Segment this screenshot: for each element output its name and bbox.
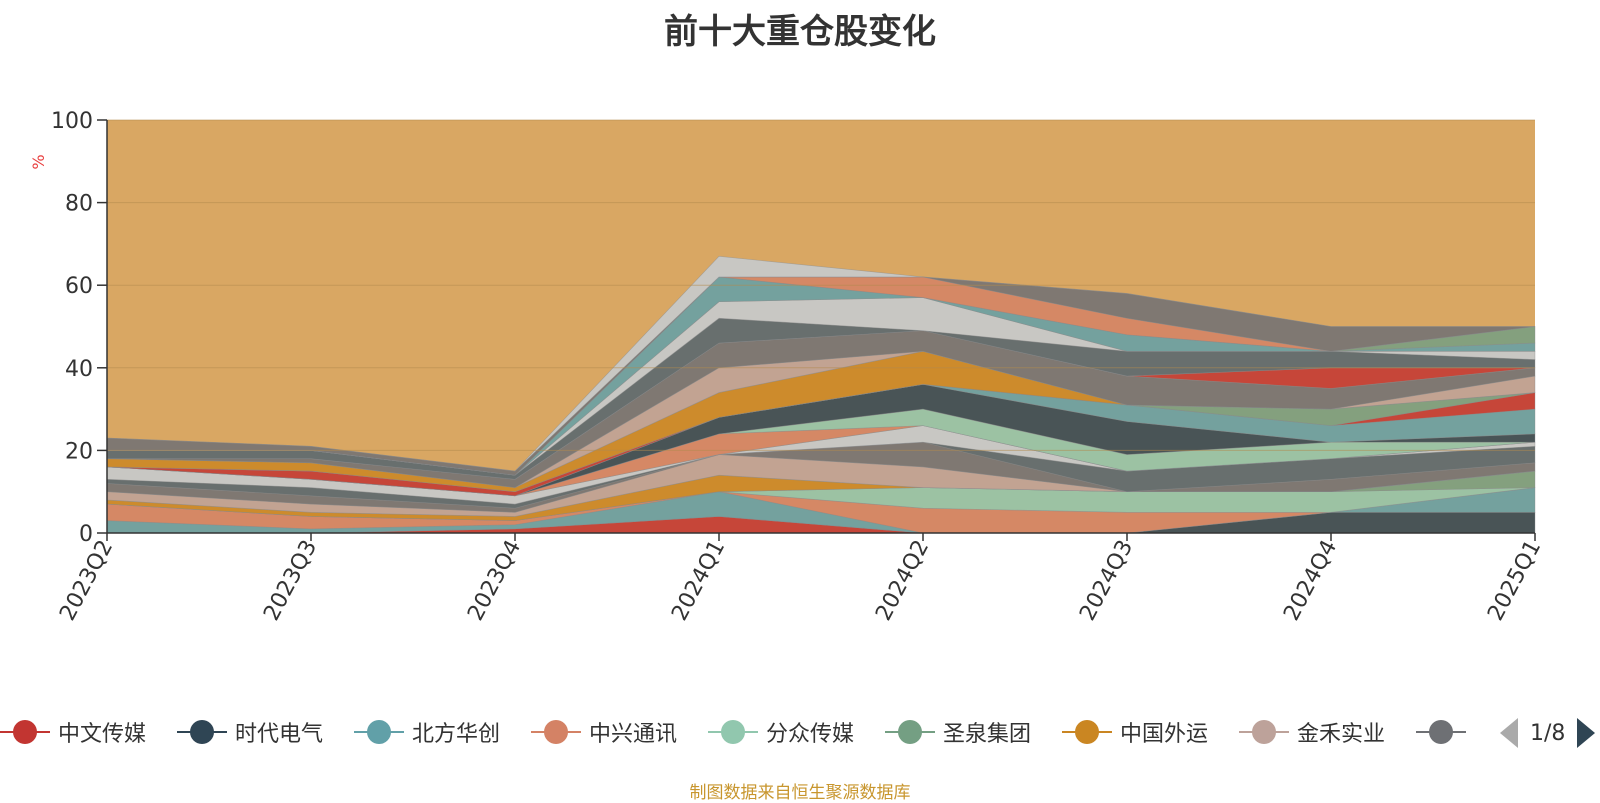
source-note: 制图数据来自恒生聚源数据库 [689,783,911,803]
legend-label: 时代电气 [235,722,324,747]
legend-marker-icon [531,712,581,752]
legend-page-indicator: 1/8 [1530,720,1566,746]
y-tick-label: 80 [65,192,93,217]
y-tick-label: 40 [65,357,93,382]
legend-item[interactable]: 中国外运 [1062,712,1208,752]
legend-marker-icon [1239,712,1289,752]
chart-canvas: 0 20 40 60 80 100 2023Q2 2023Q3 2023Q4 2024Q1 2024… [29,109,1546,625]
y-tick-label: 0 [79,522,93,547]
x-tick-label: 2023Q4 [463,536,526,625]
triangle-left-icon[interactable] [1500,718,1518,748]
legend-item[interactable]: 中兴通讯 [531,712,677,752]
y-tick-label: 100 [51,109,93,134]
legend-marker-icon [1062,712,1112,752]
legend-label: 分众传媒 [766,722,855,747]
legend-label: 中兴通讯 [589,722,678,747]
legend-item[interactable]: 金禾实业 [1239,712,1385,752]
legend-item[interactable]: 圣泉集团 [885,712,1031,752]
legend-marker-icon [0,712,50,752]
legend-pager: 1/8 [1500,716,1596,750]
legend-label: 金禾实业 [1297,722,1386,747]
x-tick-label: 2024Q3 [1075,536,1138,625]
legend-marker-icon [354,712,404,752]
x-tick-label: 2024Q4 [1279,536,1342,625]
legend: 中文传媒 时代电气 北方华创 中兴通讯 分众传媒 圣泉集团 中国外运 金禾实业 [0,712,1480,752]
legend-item[interactable] [1416,712,1474,752]
x-tick-label: 2024Q1 [667,536,730,625]
legend-marker-icon [177,712,227,752]
legend-label: 圣泉集团 [943,722,1032,747]
y-tick-label: 60 [65,274,93,299]
triangle-right-icon[interactable] [1577,718,1596,748]
legend-item[interactable]: 分众传媒 [708,712,854,752]
chart-title: 前十大重仓股变化 [664,12,936,52]
x-tick-label: 2023Q2 [55,536,118,625]
y-tick-label: 20 [65,439,93,464]
legend-label: 北方华创 [412,722,501,747]
area-bands [106,120,1536,534]
x-tick-label: 2024Q2 [871,536,934,625]
legend-item[interactable]: 中文传媒 [0,712,146,752]
y-axis-label: % [29,154,48,169]
legend-marker-icon [885,712,935,752]
grid-lines [107,119,1535,451]
legend-label: 中国外运 [1120,722,1209,747]
x-tick-label: 2023Q3 [259,536,322,625]
legend-label: 中文传媒 [58,722,147,747]
legend-item[interactable]: 北方华创 [354,712,500,752]
area-band-other-20 [106,255,1535,472]
x-tick-label: 2025Q1 [1483,536,1546,625]
legend-marker-icon [1416,712,1466,752]
legend-marker-icon [708,712,758,752]
legend-item[interactable]: 时代电气 [177,712,323,752]
